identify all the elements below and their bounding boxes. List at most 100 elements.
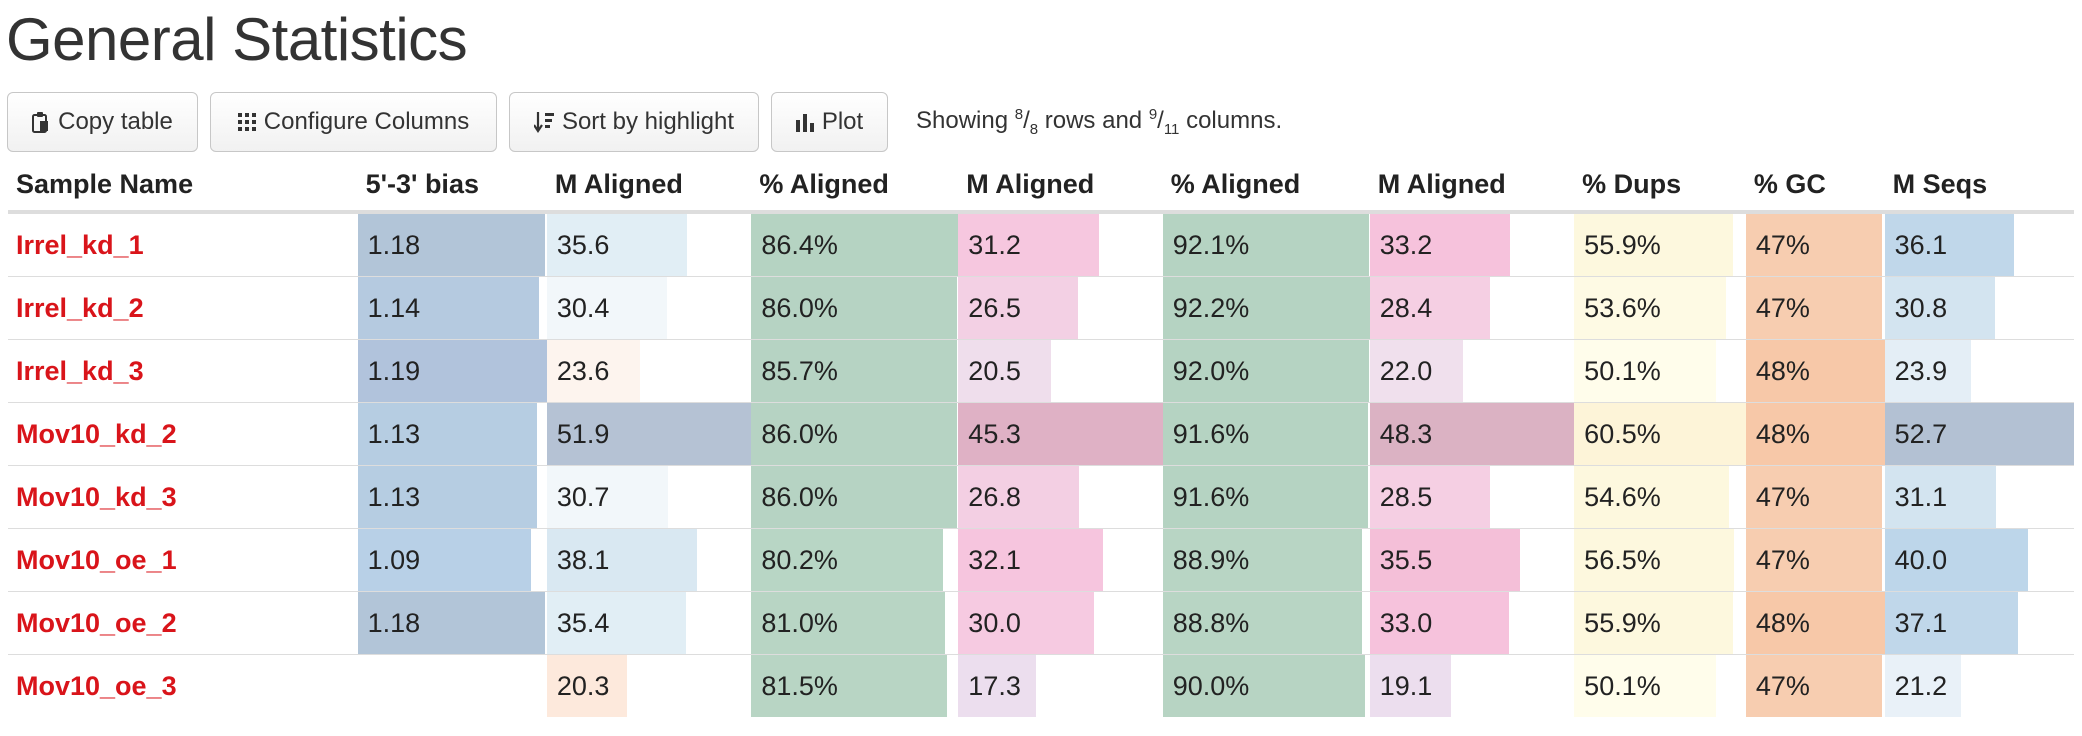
data-cell: 86.4% xyxy=(751,212,959,277)
value-bar xyxy=(1745,592,1885,654)
cell-value: 30.0 xyxy=(968,608,1021,638)
plot-button[interactable]: Plot xyxy=(771,92,888,152)
data-cell: 40.0 xyxy=(1884,528,2074,592)
value-bar xyxy=(1162,403,1369,465)
value-bar xyxy=(1162,529,1363,591)
data-cell: 90.0% xyxy=(1162,654,1370,717)
table-row: Mov10_oe_1 1.09 38.1 80.2% 32.1 88.9% 35.5 56.5… xyxy=(8,528,2074,592)
cell-value: 52.7 xyxy=(1894,419,1948,449)
cell-value: 23.6 xyxy=(556,356,610,386)
rows-total: 8 xyxy=(1029,120,1039,138)
sample-name-cell[interactable]: Mov10_oe_3 xyxy=(8,654,358,717)
data-cell: 17.3 xyxy=(958,654,1163,717)
sample-name-cell[interactable]: Mov10_kd_3 xyxy=(8,465,358,529)
value-bar xyxy=(958,466,1080,528)
copy-table-button[interactable]: Copy table xyxy=(7,92,198,152)
data-cell: 37.1 xyxy=(1884,591,2074,655)
cell-value: 1.14 xyxy=(367,293,421,323)
data-cell: 23.9 xyxy=(1884,339,2074,403)
sample-name-cell[interactable]: Mov10_oe_2 xyxy=(8,591,358,655)
value-bar xyxy=(1162,340,1370,402)
sort-by-highlight-button[interactable]: Sort by highlight xyxy=(509,92,759,152)
value-bar xyxy=(1369,403,1575,465)
cell-value: 40.0 xyxy=(1894,545,1948,575)
data-cell: 32.1 xyxy=(958,528,1163,592)
cell-value: 54.6% xyxy=(1584,482,1661,512)
data-cell: 47% xyxy=(1745,212,1885,277)
value-bar xyxy=(1884,403,2074,465)
column-header-pct-dups[interactable]: % Dups xyxy=(1574,158,1746,214)
column-header-m-aligned-3[interactable]: M Aligned xyxy=(1369,158,1575,214)
cell-value: 20.3 xyxy=(556,671,610,701)
column-header-pct-gc[interactable]: % GC xyxy=(1745,158,1885,214)
cell-value: 36.1 xyxy=(1894,230,1948,260)
sample-name-cell[interactable]: Irrel_kd_1 xyxy=(16,229,144,260)
cell-value: 92.0% xyxy=(1172,356,1250,386)
data-cell: 1.18 xyxy=(357,591,547,655)
cell-value: 81.5% xyxy=(761,671,838,701)
data-cell: 56.5% xyxy=(1574,528,1746,592)
data-cell: 92.0% xyxy=(1162,339,1370,403)
sample-name-cell[interactable]: Mov10_kd_2 xyxy=(8,402,358,466)
page-title: General Statistics xyxy=(6,6,468,73)
sort-by-highlight-label: Sort by highlight xyxy=(561,108,735,135)
value-bar xyxy=(1369,466,1491,528)
sample-name-cell[interactable]: Irrel_kd_2 xyxy=(8,276,358,340)
cell-value: 50.1% xyxy=(1584,356,1661,386)
value-bar xyxy=(751,340,957,402)
value-bar xyxy=(1162,592,1363,654)
data-cell: 20.3 xyxy=(546,654,752,717)
cell-value: 92.2% xyxy=(1172,293,1250,323)
cell-value: 48% xyxy=(1755,608,1810,638)
grid-icon xyxy=(237,113,256,131)
value-bar xyxy=(1369,340,1463,402)
value-bar xyxy=(357,340,547,402)
data-cell: 28.4 xyxy=(1369,276,1575,340)
column-header-m-seqs[interactable]: M Seqs xyxy=(1884,158,2074,214)
cell-value: 48% xyxy=(1755,356,1810,386)
cell-value: 33.2 xyxy=(1379,230,1433,260)
column-header-bias[interactable]: 5'-3' bias xyxy=(357,158,547,214)
cell-value: 55.9% xyxy=(1584,608,1661,638)
data-cell: 36.1 xyxy=(1884,212,2074,277)
value-bar xyxy=(1884,655,1961,717)
cell-value: 55.9% xyxy=(1584,230,1661,260)
cell-value: 35.6 xyxy=(556,230,610,260)
data-cell: 1.13 xyxy=(357,402,547,466)
cell-value: 50.1% xyxy=(1584,671,1661,701)
cell-value: 86.0% xyxy=(761,419,838,449)
cell-value: 19.1 xyxy=(1379,671,1433,701)
value-bar xyxy=(1162,277,1370,339)
column-header-sample-name[interactable]: Sample Name xyxy=(8,158,358,214)
value-bar xyxy=(1574,214,1733,276)
table-row: Irrel_kd_1 1.18 35.6 86.4% 31.2 92.1% 33.2 55.9… xyxy=(8,212,2074,277)
column-header-m-aligned-1[interactable]: M Aligned xyxy=(546,158,752,214)
cell-value: 1.18 xyxy=(367,608,421,638)
data-cell: 88.8% xyxy=(1162,591,1370,655)
value-bar xyxy=(751,277,958,339)
value-bar xyxy=(357,277,539,339)
column-header-m-aligned-2[interactable]: M Aligned xyxy=(958,158,1163,214)
data-cell: 1.13 xyxy=(357,465,547,529)
value-bar xyxy=(1369,592,1510,654)
cell-value: 37.1 xyxy=(1894,608,1948,638)
cell-value: 28.4 xyxy=(1379,293,1433,323)
value-bar xyxy=(1369,655,1451,717)
table-row: Mov10_oe_3 20.3 81.5% 17.3 90.0% 19.1 50.1% 47%… xyxy=(8,654,2074,717)
data-cell: 1.19 xyxy=(357,339,547,403)
data-cell: 45.3 xyxy=(958,402,1163,466)
sample-name-cell[interactable]: Irrel_kd_3 xyxy=(8,339,358,403)
value-bar xyxy=(1162,214,1370,276)
value-bar xyxy=(751,466,958,528)
column-header-pct-aligned-2[interactable]: % Aligned xyxy=(1162,158,1370,214)
sample-name-cell[interactable]: Mov10_oe_1 xyxy=(8,528,358,592)
cell-value: 1.13 xyxy=(367,419,421,449)
value-bar xyxy=(958,340,1051,402)
table-header-row: Sample Name 5'-3' bias M Aligned % Align… xyxy=(8,158,2074,214)
column-header-pct-aligned-1[interactable]: % Aligned xyxy=(751,158,959,214)
value-bar xyxy=(546,214,688,276)
value-bar xyxy=(958,214,1100,276)
configure-columns-button[interactable]: Configure Columns xyxy=(210,92,497,152)
data-cell: 47% xyxy=(1745,528,1885,592)
cell-value: 30.8 xyxy=(1894,293,1948,323)
